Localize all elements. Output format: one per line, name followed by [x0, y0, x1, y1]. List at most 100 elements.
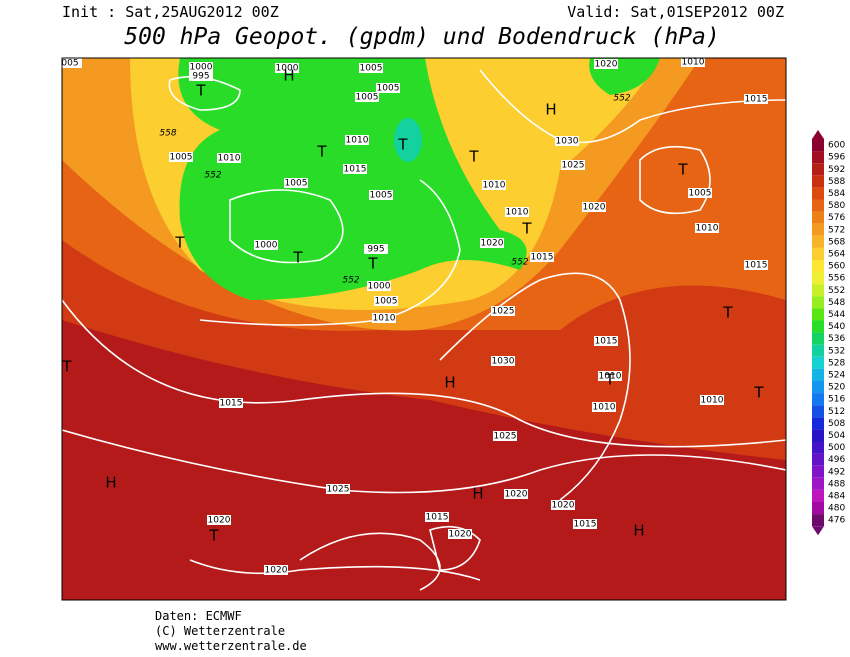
legend-label: 552	[828, 286, 845, 296]
legend-swatch	[812, 320, 824, 333]
isobar-label-box	[530, 252, 554, 262]
isobar-label-box	[695, 223, 719, 233]
isobar-label: 1015	[745, 95, 768, 105]
thickness-label: 552	[204, 171, 221, 181]
legend-swatch	[812, 284, 824, 297]
isobar-label-box	[482, 180, 506, 190]
isobar-label-box	[169, 152, 193, 162]
isobar-label: 1015	[344, 165, 367, 175]
isobar-label-box	[744, 94, 768, 104]
pressure-center: H	[283, 67, 294, 85]
legend-label: 600	[828, 141, 845, 151]
legend-label: 544	[828, 310, 845, 320]
isobar	[229, 189, 344, 264]
isobar-label-box	[551, 500, 575, 510]
isobar-label: 995	[192, 72, 209, 82]
isobar-label: 1015	[574, 520, 597, 530]
isobar-label-box	[555, 136, 579, 146]
thickness-label: 558	[159, 129, 176, 139]
isobar-label-box	[189, 62, 213, 72]
isobar-label-box	[217, 153, 241, 163]
legend-swatch	[812, 223, 824, 236]
isobar-label-box	[264, 565, 288, 575]
isobar	[429, 525, 481, 571]
isobar-label-box	[573, 519, 597, 529]
legend-label: 596	[828, 153, 845, 163]
legend-arrow-bottom	[812, 526, 824, 536]
isobar	[439, 272, 631, 501]
legend-label: 504	[828, 431, 845, 441]
zone-green	[178, 58, 527, 300]
isobar-label-box	[504, 489, 528, 499]
legend-swatch	[812, 332, 824, 345]
isobar-label-box	[345, 135, 369, 145]
isobar-label-box	[425, 512, 449, 522]
isobar-label: 1030	[556, 137, 579, 147]
init-time: Init : Sat,25AUG2012 00Z	[62, 3, 279, 21]
legend-swatch	[812, 405, 824, 418]
legend-label: 560	[828, 262, 845, 272]
pressure-center: H	[545, 101, 556, 119]
isobar-label: 1015	[531, 253, 554, 263]
pressure-center: H	[444, 374, 455, 392]
legend-label: 576	[828, 213, 845, 223]
isobar-label-box	[582, 202, 606, 212]
legend-swatch	[812, 163, 824, 176]
legend-label: 492	[828, 467, 845, 477]
legend-swatch	[812, 368, 824, 381]
isobar-label: 1005	[360, 64, 383, 74]
pressure-center: H	[105, 474, 116, 492]
isobar-label: 1010	[506, 208, 529, 218]
legend-label: 568	[828, 237, 845, 247]
isobar-label: 1010	[373, 314, 396, 324]
isobar	[62, 299, 786, 448]
thickness-label: 552	[613, 94, 630, 104]
pressure-center: T	[604, 371, 615, 389]
isobar-label-box	[372, 313, 396, 323]
legend-label: 520	[828, 383, 845, 393]
isobar-label-box	[592, 402, 616, 412]
legend-swatch	[812, 514, 824, 527]
isobar-label: 1005	[356, 93, 379, 103]
pressure-center: T	[677, 161, 688, 179]
isobar-label: 995	[367, 245, 384, 255]
valid-time: Valid: Sat,01SEP2012 00Z	[567, 3, 784, 21]
isobar-label-box	[480, 238, 504, 248]
zone-cyan	[394, 118, 422, 162]
isobar	[189, 559, 481, 581]
legend-swatch	[812, 502, 824, 515]
isobar-label-box	[355, 92, 379, 102]
pressure-center: T	[195, 82, 206, 100]
legend-swatch	[812, 139, 824, 152]
legend-label: 588	[828, 177, 845, 187]
isobar-label: 1015	[426, 513, 449, 523]
legend-swatch	[812, 187, 824, 200]
isobar-label: 1010	[696, 224, 719, 234]
isobar-label: 1025	[494, 432, 517, 442]
legend-label: 500	[828, 443, 845, 453]
isobar-label: 1000	[368, 282, 391, 292]
isobar	[639, 145, 711, 215]
isobar-label: 1015	[745, 261, 768, 271]
legend-label: 564	[828, 249, 845, 259]
isobar-label-box	[343, 164, 367, 174]
thickness-label: 552	[342, 276, 359, 286]
legend-label: 488	[828, 479, 845, 489]
isobar-label-box	[376, 83, 400, 93]
legend-swatch	[812, 272, 824, 285]
legend-swatch	[812, 453, 824, 466]
isobar-label-box	[189, 71, 213, 81]
isobar-label-box	[744, 260, 768, 270]
legend-label: 480	[828, 504, 845, 514]
isobar-label-box	[700, 395, 724, 405]
isobar-label: 1010	[483, 181, 506, 191]
isobar-label-box	[448, 529, 472, 539]
legend-swatch	[812, 441, 824, 454]
legend-swatch	[812, 393, 824, 406]
isobar-label-box	[207, 515, 231, 525]
isobar-label: 1010	[599, 372, 622, 382]
isobar-label-box	[284, 178, 308, 188]
footer-source: Daten: ECMWF	[155, 609, 242, 623]
footer-copyright: (C) Wetterzentrale	[155, 624, 285, 638]
